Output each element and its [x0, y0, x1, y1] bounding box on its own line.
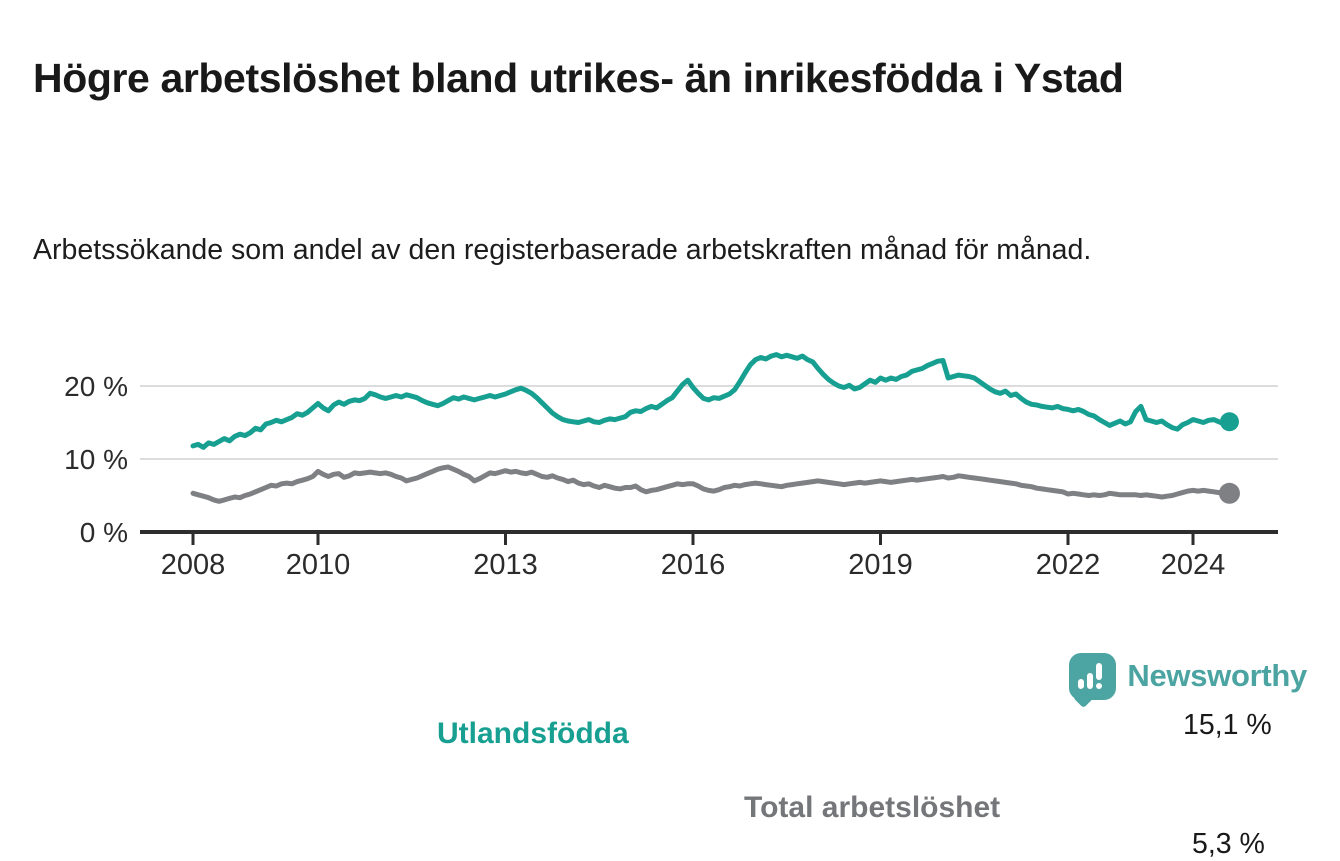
series-line-total [190, 464, 1232, 504]
logo-exclamation-dot [1096, 682, 1103, 689]
end-value-total: 5,3 % [1192, 828, 1265, 860]
newsworthy-brand-text: Newsworthy [1127, 658, 1307, 693]
y-tick-label: 10 % [64, 444, 128, 475]
x-tick-label: 2010 [286, 549, 351, 581]
chart-subtitle: Arbetssökande som andel av den registerb… [33, 233, 1092, 266]
y-tick-label: 0 % [80, 517, 128, 548]
logo-bar-medium [1087, 672, 1094, 689]
x-tick-label: 2013 [473, 549, 538, 581]
x-tick-label: 2016 [661, 549, 726, 581]
chart-title: Högre arbetslöshet bland utrikes- än inr… [33, 55, 1124, 102]
x-tick-label: 2008 [161, 549, 226, 581]
x-tick-label: 2022 [1036, 549, 1101, 581]
end-value-utlandsfodda: 15,1 % [1183, 709, 1272, 741]
series-label-utlandsfodda: Utlandsfödda [437, 717, 629, 750]
x-tick-label: 2019 [848, 549, 913, 581]
x-tick-label: 2024 [1161, 549, 1226, 581]
newsworthy-logo: Newsworthy [1069, 651, 1307, 701]
newsworthy-bubble-chart-icon [1069, 652, 1117, 700]
line-chart: 2008 2010 2013 2016 2019 2022 2024 0 % 10 % 20 % … [0, 330, 1340, 860]
series-end-dot-total [1218, 482, 1240, 504]
logo-exclamation-stem [1096, 662, 1103, 680]
series-end-dot-utlandsfodda [1219, 412, 1239, 432]
series-label-total-arbetsloshet: Total arbetslöshet [744, 791, 1001, 824]
chart-canvas: 2008 2010 2013 2016 2019 2022 2024 0 % 10 % 20 % [64, 352, 1278, 581]
logo-bar-small [1078, 678, 1085, 689]
y-tick-label: 20 % [64, 371, 128, 402]
series-line-utlandsfodda [190, 352, 1232, 450]
